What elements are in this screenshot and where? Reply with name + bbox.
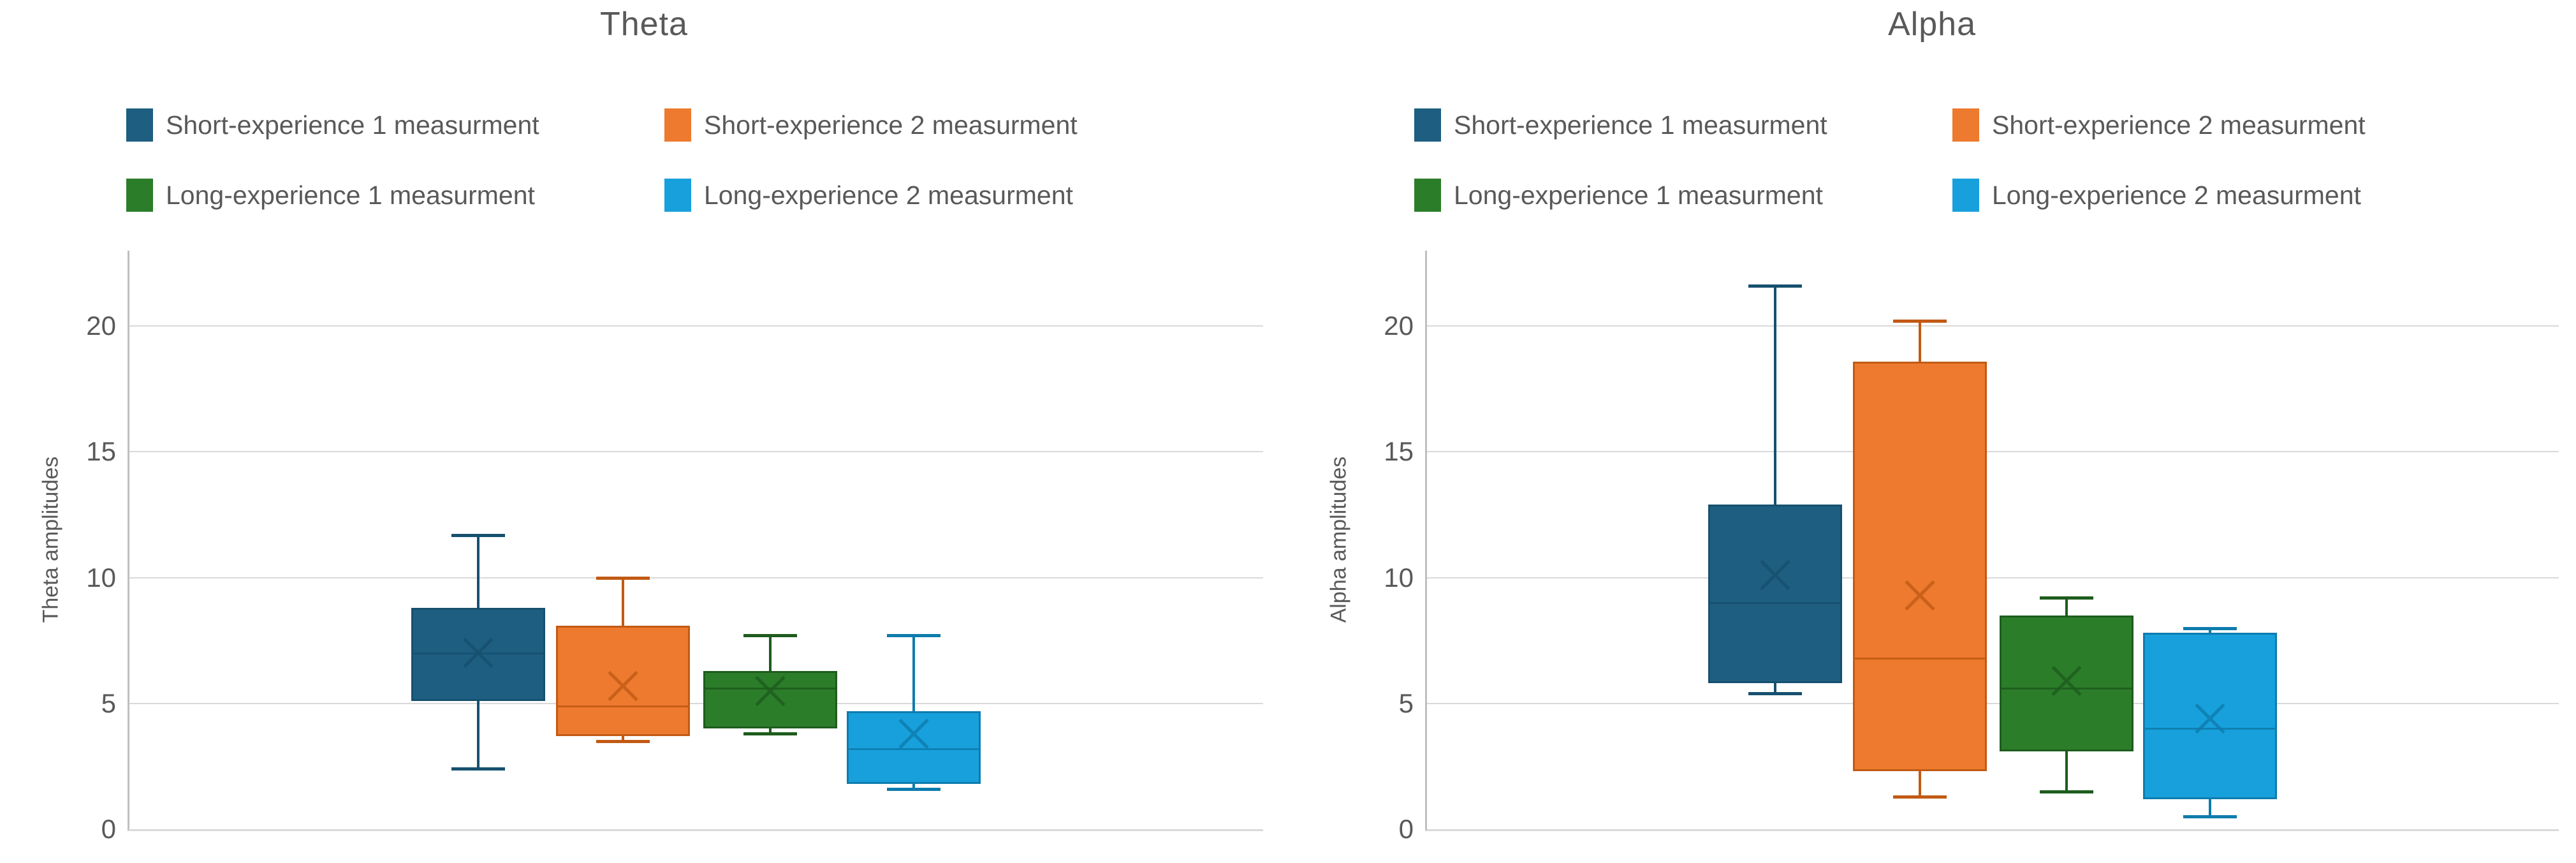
legend-item: Short-experience 1 measurment (126, 106, 539, 144)
box (556, 625, 691, 737)
legend-label: Short-experience 2 measurment (704, 110, 1078, 140)
legend-item: Short-experience 2 measurment (1952, 106, 2366, 144)
legend-item: Short-experience 2 measurment (664, 106, 1078, 144)
y-tick-label: 15 (1384, 436, 1414, 467)
legend-item: Long-experience 2 measurment (1952, 176, 2361, 214)
gridline (129, 451, 1263, 453)
y-tick-label: 20 (86, 311, 116, 341)
y-tick-label: 5 (101, 688, 116, 718)
whisker-cap (1893, 795, 1947, 799)
mean-marker (894, 714, 933, 753)
box (703, 670, 837, 729)
theta-chart: Theta Short-experience 1 measurment Shor… (38, 6, 1263, 844)
legend-swatch-short-1 (1414, 108, 1441, 142)
whisker-cap (451, 533, 505, 537)
whisker-cap (1893, 320, 1947, 323)
median-line (1855, 657, 1985, 660)
whisker-cap (2039, 790, 2093, 793)
y-tick-label: 0 (1398, 814, 1414, 844)
y-tick-label: 10 (1384, 562, 1414, 593)
whisker-cap (887, 787, 941, 791)
mean-marker (1900, 575, 1940, 615)
plot-area (128, 251, 1263, 831)
median-line (1709, 602, 1840, 605)
gridline (129, 577, 1263, 579)
y-tick-label: 0 (101, 814, 116, 844)
whisker-cap (1748, 692, 1802, 696)
legend-swatch-long-1 (126, 179, 153, 212)
y-tick-label: 10 (86, 562, 116, 593)
whisker-cap (451, 767, 505, 771)
gridline (129, 325, 1263, 327)
legend-label: Long-experience 2 measurment (1992, 180, 2361, 210)
box (2143, 633, 2278, 799)
legend-label: Long-experience 1 measurment (166, 180, 535, 210)
y-axis-title: Theta amplitudes (38, 456, 63, 623)
alpha-chart: Alpha Short-experience 1 measurment Shor… (1288, 0, 2576, 863)
gridline (1427, 702, 2559, 704)
whisker-cap (596, 739, 650, 743)
legend-swatch-long-2 (664, 179, 691, 212)
legend-item: Long-experience 1 measurment (126, 176, 535, 214)
mean-marker (750, 671, 790, 711)
gridline (1427, 577, 2559, 579)
whisker (1773, 286, 1776, 694)
mean-marker (458, 633, 498, 673)
median-line (849, 748, 979, 750)
legend-swatch-long-2 (1952, 179, 1979, 212)
legend-item: Short-experience 1 measurment (1414, 106, 1827, 144)
whisker-cap (743, 732, 797, 736)
gridline (1427, 451, 2559, 453)
y-tick-label: 5 (1398, 688, 1414, 718)
median-line (558, 705, 689, 707)
whisker-cap (2039, 596, 2093, 600)
legend-swatch-short-1 (126, 108, 153, 142)
chart-title: Alpha (1888, 6, 1976, 43)
median-line (2001, 688, 2132, 690)
whisker-cap (2183, 815, 2237, 819)
plot-area (1425, 251, 2559, 831)
gridline (1427, 325, 2559, 327)
legend-label: Long-experience 1 measurment (1454, 180, 1823, 210)
legend-label: Short-experience 2 measurment (1992, 110, 2366, 140)
mean-marker (2190, 698, 2230, 738)
y-tick-label: 20 (1384, 311, 1414, 341)
legend-item: Long-experience 2 measurment (664, 176, 1073, 214)
y-tick-label: 15 (86, 436, 116, 467)
box (1853, 361, 1987, 772)
legend-swatch-long-1 (1414, 179, 1441, 212)
whisker-cap (887, 634, 941, 638)
legend-label: Short-experience 1 measurment (166, 110, 539, 140)
legend-item: Long-experience 1 measurment (1414, 176, 1823, 214)
box (1708, 505, 1842, 684)
legend-label: Long-experience 2 measurment (704, 180, 1073, 210)
legend-swatch-short-2 (1952, 108, 1979, 142)
legend-swatch-short-2 (664, 108, 691, 142)
mean-marker (603, 666, 643, 705)
whisker-cap (1748, 284, 1802, 288)
y-axis-title: Alpha amplitudes (1326, 456, 1351, 623)
mean-marker (1755, 556, 1795, 595)
whisker-cap (743, 634, 797, 638)
legend-label: Short-experience 1 measurment (1454, 110, 1827, 140)
median-line (2145, 728, 2276, 730)
whisker-cap (2183, 626, 2237, 630)
gridline (129, 702, 1263, 704)
whisker-cap (596, 576, 650, 580)
box (847, 711, 981, 785)
mean-marker (2047, 661, 2086, 700)
chart-title: Theta (600, 6, 688, 43)
